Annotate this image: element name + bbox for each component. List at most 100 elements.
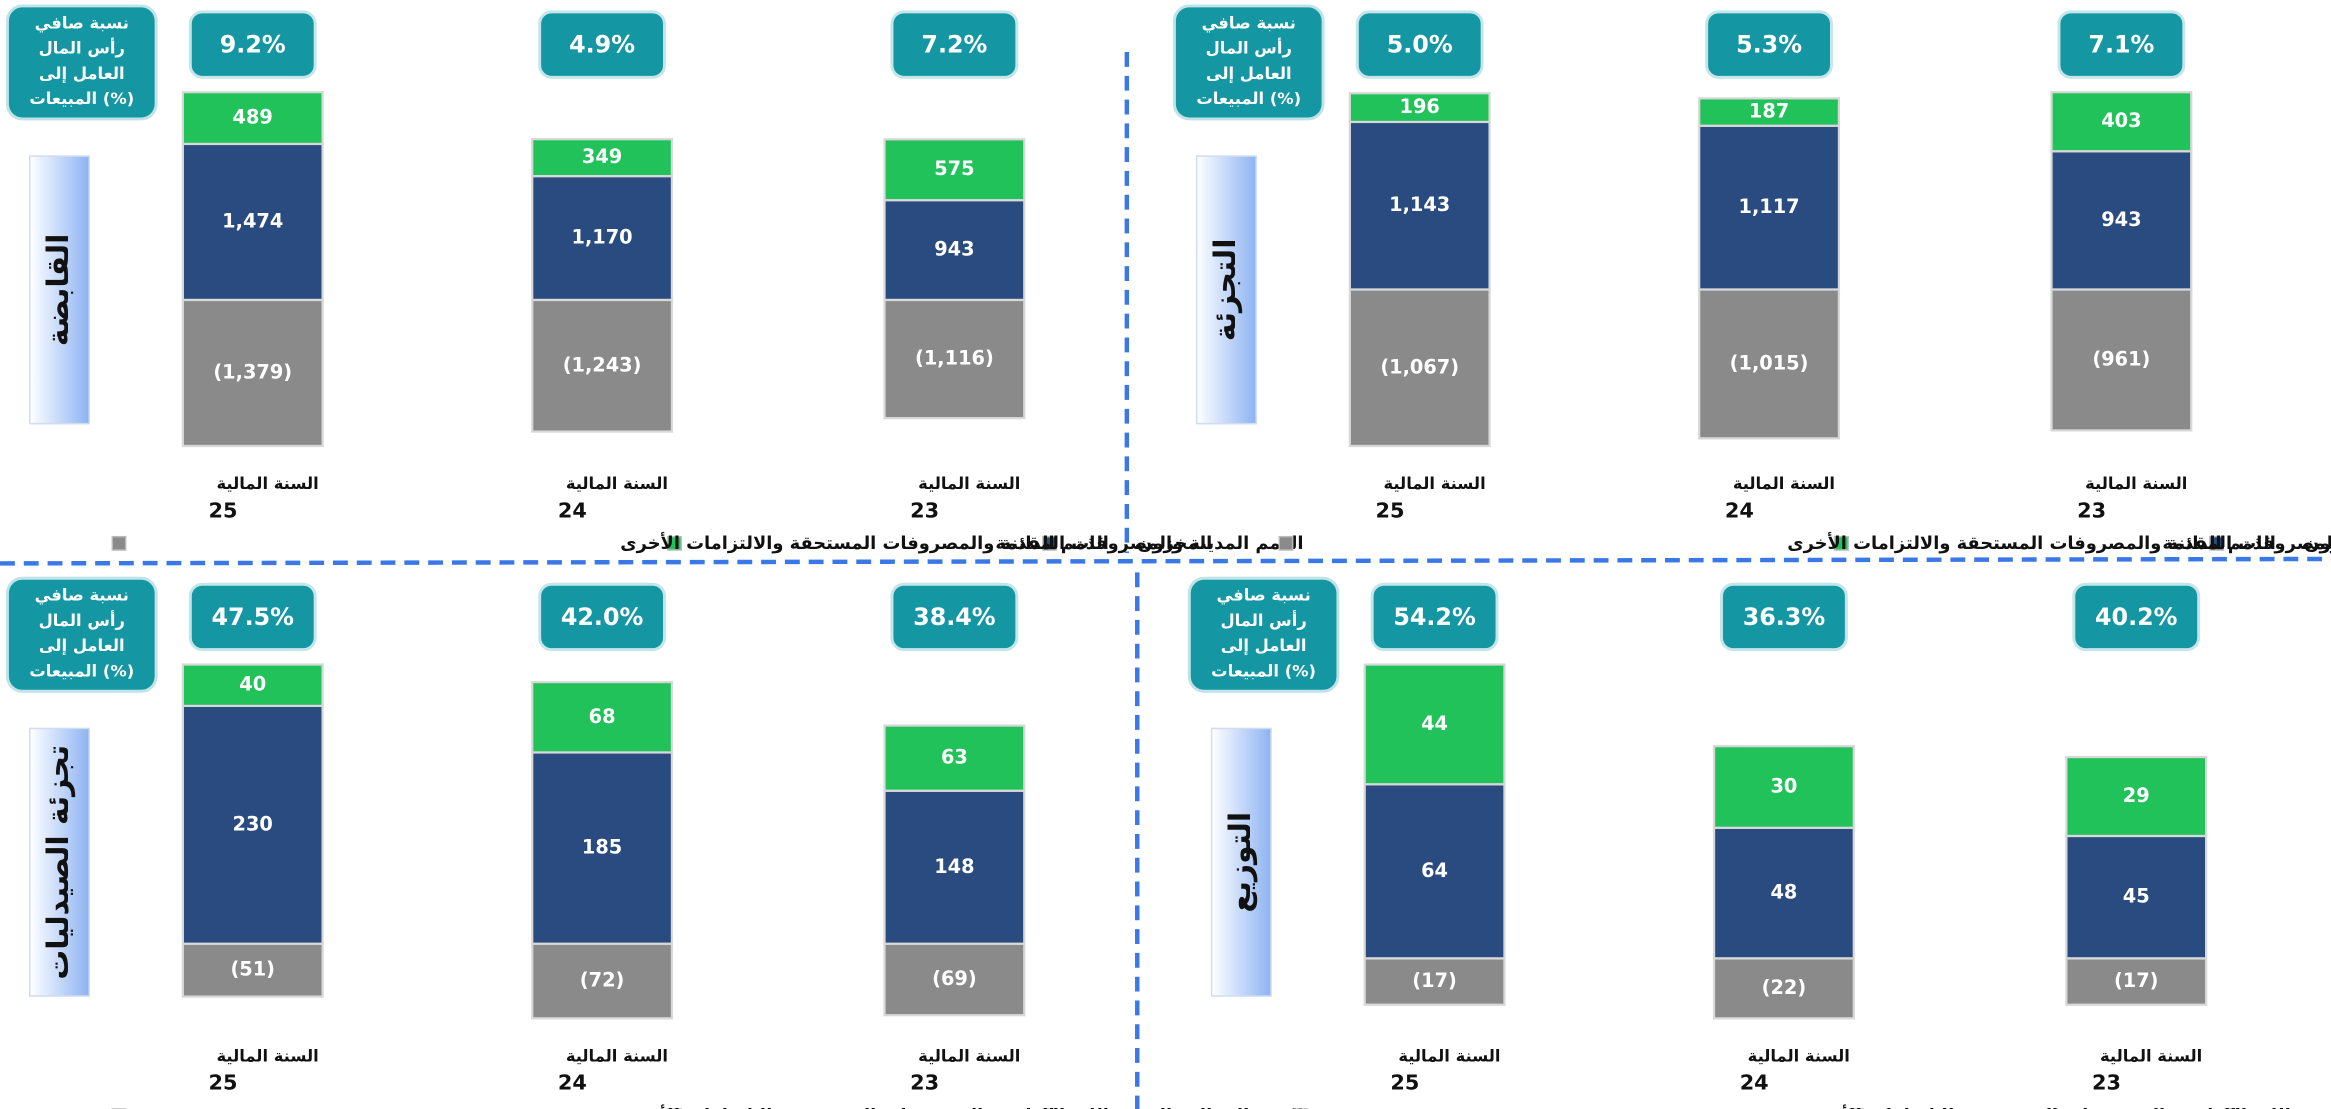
- data-label: (69): [932, 967, 977, 990]
- x-tick-label: 23: [2077, 498, 2106, 522]
- chart: نسبة صافي رأس المال العامل إلى المبيعات (%)…: [5, 4, 1304, 554]
- data-label: 63: [941, 746, 968, 769]
- data-label: 1,143: [1389, 193, 1450, 216]
- x-tick-prefix: السنة المالية: [918, 474, 1020, 493]
- bar-segment: [531, 138, 674, 178]
- ratio-label: العامل إلى: [1221, 636, 1307, 655]
- ratio-value: 47.5%: [212, 603, 295, 631]
- ratio-label-box: [1187, 576, 1340, 693]
- ratio-label: رأس المال: [39, 610, 125, 630]
- ratio-badge: [188, 10, 317, 79]
- ratio-label: نسبة صافي: [35, 13, 129, 33]
- legend-swatch: [1834, 535, 1849, 551]
- bar-segment: [181, 298, 324, 448]
- data-label: 68: [589, 705, 616, 728]
- bar-segment: [2050, 288, 2193, 432]
- x-tick-prefix: السنة المالية: [1733, 474, 1835, 493]
- ratio-label: العامل إلى: [39, 636, 125, 655]
- side-title: القابضة: [41, 234, 76, 346]
- data-label: (1,015): [1730, 351, 1809, 374]
- ratio-value: 38.4%: [913, 603, 996, 631]
- ratio-badge: [890, 582, 1019, 652]
- chart: نسبة صافي رأس المال العامل إلى المبيعات (%)…: [1187, 576, 2331, 1109]
- data-label: 1,474: [222, 209, 283, 232]
- bar-segment: [2050, 150, 2193, 291]
- legend-label: الذمم المدينة والمصروفات المقدمة: [995, 1105, 1303, 1109]
- x-tick-prefix: السنة المالية: [2100, 1046, 2202, 1065]
- bar-segment: [181, 663, 324, 708]
- data-label: (1,243): [563, 353, 642, 376]
- ratio-badge: [1720, 582, 1848, 652]
- side-title: تجزئة الصيدليات: [41, 745, 76, 980]
- ratio-label: رأس المال: [1206, 38, 1292, 58]
- data-label: 185: [582, 836, 622, 859]
- bar-segment: [1698, 97, 1841, 127]
- ratio-value: 5.0%: [1387, 31, 1453, 59]
- legend-label: الذمم الدائنة والمصروفات المستحقة والالت…: [620, 1104, 1109, 1109]
- ratio-label-box: [5, 576, 158, 693]
- data-label: (51): [230, 958, 275, 981]
- ratio-value: 36.3%: [1743, 603, 1826, 631]
- ratio-label: رأس المال: [1220, 610, 1306, 630]
- x-tick-label: 23: [910, 498, 939, 522]
- ratio-value: 42.0%: [561, 603, 644, 631]
- data-label: (1,116): [915, 347, 994, 370]
- x-tick-prefix: السنة المالية: [1748, 1046, 1850, 1065]
- data-label: (17): [2114, 969, 2159, 992]
- ratio-badge: [538, 10, 667, 79]
- bar-segment: [883, 199, 1026, 302]
- bar-segment: [181, 942, 324, 998]
- side-title: التوزيع: [1223, 812, 1258, 913]
- ratio-value: 9.2%: [220, 31, 286, 59]
- legend-label: الذمم المدينة والمصروفات المقدمة: [995, 533, 1303, 554]
- ratio-label: العامل إلى: [39, 64, 125, 83]
- ratio-label: رأس المال: [39, 38, 125, 58]
- bar-segment: [2065, 834, 2208, 960]
- x-tick-label: 24: [1740, 1071, 1769, 1095]
- ratio-value: 7.2%: [921, 31, 987, 59]
- ratio-value: 5.3%: [1736, 31, 1802, 59]
- divider: [0, 556, 2327, 566]
- data-label: (1,379): [213, 360, 292, 383]
- x-tick-label: 25: [1375, 498, 1404, 522]
- data-label: (1,067): [1380, 355, 1459, 378]
- ratio-value: 7.1%: [2088, 31, 2154, 59]
- legend-swatch: [2209, 535, 2225, 551]
- data-label: 943: [934, 238, 974, 261]
- chart: نسبة صافي رأس المال العامل إلى المبيعات (%)…: [5, 576, 1304, 1109]
- data-label: 1,170: [572, 226, 633, 249]
- legend-label: الذمم المدينة والمصروفات المقدمة: [2177, 1105, 2331, 1109]
- data-label: 196: [1400, 95, 1440, 118]
- data-label: 29: [2123, 784, 2150, 807]
- bar-segment: [1363, 783, 1506, 960]
- x-tick-prefix: السنة المالية: [566, 1046, 668, 1065]
- ratio-badge: [1370, 582, 1499, 652]
- data-label: 1,117: [1739, 195, 1800, 218]
- legend-label: الذمم الدائنة والمصروفات المستحقة والالت…: [1802, 1104, 2291, 1109]
- x-tick-prefix: السنة المالية: [2085, 474, 2187, 493]
- bar-segment: [181, 91, 324, 146]
- x-tick-label: 24: [558, 498, 587, 522]
- data-label: 489: [233, 106, 273, 129]
- side-title-box: [28, 727, 90, 997]
- ratio-label: نسبة صافي: [1202, 13, 1296, 33]
- data-label: (17): [1412, 969, 1457, 992]
- data-label: (22): [1762, 976, 1807, 999]
- bar-segment: [1348, 288, 1491, 448]
- legend-swatch: [667, 535, 682, 551]
- x-tick-prefix: السنة المالية: [918, 1046, 1020, 1065]
- ratio-label: المبيعات (%): [29, 661, 134, 680]
- bar-segment: [2065, 755, 2208, 838]
- legend-label: الذمم الدائنة والمصروفات المستحقة والالت…: [620, 532, 1109, 554]
- bar-segment: [2050, 91, 2193, 153]
- data-label: 45: [2123, 885, 2150, 908]
- bar-segment: [1348, 92, 1491, 124]
- x-tick-prefix: السنة المالية: [216, 1046, 318, 1065]
- ratio-label: نسبة صافي: [1217, 586, 1311, 606]
- legend-label: المخزون: [2319, 1105, 2331, 1109]
- bar-segment: [1363, 957, 1506, 1006]
- data-label: 349: [582, 145, 622, 168]
- legend-swatch: [1278, 535, 1294, 551]
- bar-segment: [1712, 957, 1855, 1020]
- ratio-label: المبيعات (%): [1211, 661, 1316, 680]
